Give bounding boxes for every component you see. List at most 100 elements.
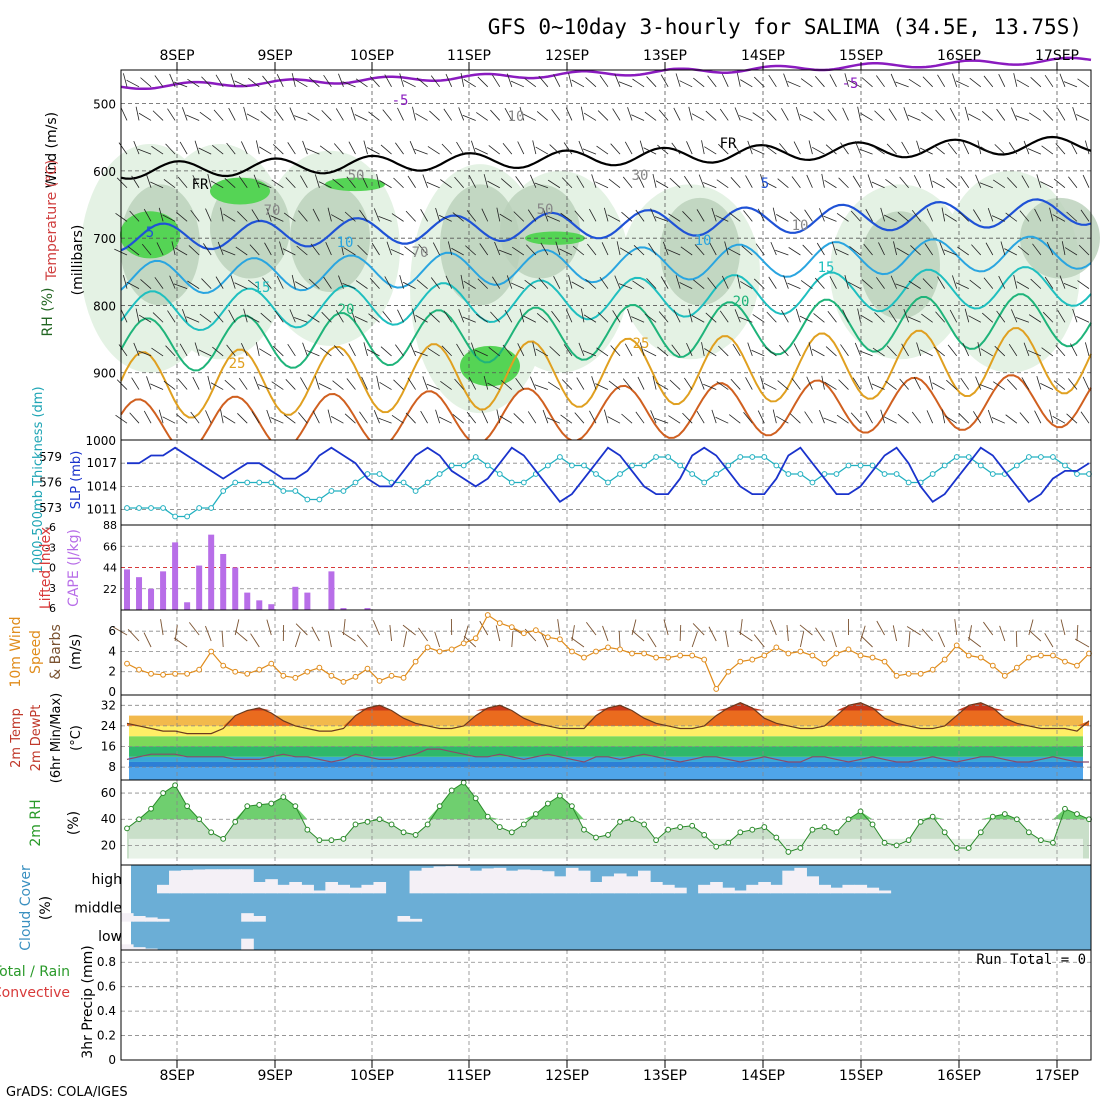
wind-barb <box>709 242 717 256</box>
wind-label-2: Speed <box>28 630 44 674</box>
wind-speed-line-point <box>124 660 130 667</box>
wind-barb <box>536 312 549 323</box>
wind-barb <box>346 176 356 188</box>
wind-barb <box>813 111 825 121</box>
temperature-contour <box>120 135 1092 180</box>
wind-barb <box>583 112 597 121</box>
rh-shade-mid <box>290 184 370 292</box>
wind-barb <box>1057 310 1066 323</box>
cloud-high-bar <box>770 884 783 894</box>
wind-barb <box>416 77 428 88</box>
wind-barb <box>708 626 717 642</box>
wind-barb <box>903 308 910 323</box>
cape-bar <box>172 542 179 610</box>
cloud-high-bar <box>505 870 519 894</box>
wind-barb <box>886 345 897 357</box>
wind-barb <box>941 207 946 222</box>
wind-barb <box>874 312 885 323</box>
wind-barb <box>691 113 705 121</box>
wind-barb <box>578 140 585 155</box>
wind-barb <box>306 148 320 155</box>
wind10m-panel <box>112 610 1092 695</box>
wind-barb <box>1004 248 1018 256</box>
wind-barb <box>631 630 645 642</box>
wind-barb <box>517 141 525 155</box>
wind-barb <box>614 275 621 289</box>
y-tick-label: 24 <box>101 719 116 733</box>
wind-barb <box>1013 73 1018 87</box>
wind-barb <box>212 144 224 155</box>
wind-barb <box>435 409 441 424</box>
wind-barb <box>246 113 260 121</box>
wind-barb <box>764 347 777 357</box>
wind-barb <box>308 76 320 88</box>
wind-barb <box>176 413 188 424</box>
wind-barb <box>772 409 777 424</box>
cloud-high-bar <box>565 867 579 894</box>
wind-barb <box>861 77 873 88</box>
wind-barb <box>633 244 645 256</box>
wind-barb <box>1084 140 1090 155</box>
cape-label: CAPE (J/kg) <box>66 529 82 607</box>
wind-barb <box>1034 410 1042 424</box>
wind-barb <box>274 310 284 323</box>
precip-label-1: Total / Rain <box>0 964 70 980</box>
wind-barb <box>585 278 597 289</box>
wind-barb <box>668 415 681 424</box>
wind-barb <box>1040 383 1054 390</box>
wind-barb <box>958 412 970 424</box>
thickness-line-point <box>713 471 720 477</box>
rh-line-point <box>953 845 960 851</box>
wind-barb <box>488 346 501 357</box>
wind-speed-line-point <box>1038 652 1044 659</box>
wind-barb <box>422 174 429 188</box>
wind-barb <box>1078 244 1090 256</box>
thickness-line-point <box>544 462 551 469</box>
thickness-line-point <box>701 479 708 486</box>
wind-barb <box>1046 242 1054 256</box>
wind-barb <box>980 348 994 357</box>
wind-barb <box>412 106 416 121</box>
wind-barb <box>657 144 669 155</box>
wind-barb <box>500 178 513 189</box>
rh-line-point <box>352 821 359 828</box>
wind-barb <box>888 310 897 323</box>
rh-line-point <box>641 821 647 828</box>
wind-barb <box>698 174 705 188</box>
cloud-middle-bar <box>409 918 423 922</box>
wind-barb <box>490 109 501 121</box>
wind-barb <box>264 242 272 256</box>
y-tick-label: 32 <box>101 698 116 712</box>
wind-barb <box>399 73 404 87</box>
temp-label-3: (6hr Min/Max) <box>49 693 64 783</box>
thickness-line-point <box>809 479 816 486</box>
wind-speed-line-point <box>184 670 191 677</box>
wind-barb <box>1070 343 1078 357</box>
rh-line-point <box>749 826 756 833</box>
wind-barb <box>686 342 693 357</box>
wind-barb <box>679 624 682 642</box>
rh-line-point <box>268 800 275 807</box>
wind-speed-line-point <box>1001 672 1008 679</box>
cape-bar <box>364 608 371 610</box>
cloud-level-label: middle <box>74 901 122 917</box>
wind-barb <box>996 310 1006 323</box>
wind-barb <box>602 625 609 642</box>
wind-barb <box>294 317 308 323</box>
wind-barb <box>1052 416 1066 424</box>
wind-barb <box>368 313 380 323</box>
wind-barb <box>578 342 585 357</box>
wind-barb <box>513 413 525 424</box>
wind-barb <box>816 242 825 256</box>
wind-barb <box>405 412 416 424</box>
wind-barb <box>249 244 260 256</box>
wind-barb <box>255 342 260 356</box>
wind-barb <box>137 350 152 357</box>
wind-barb <box>952 275 958 289</box>
wind-barb <box>719 108 729 121</box>
rh-line-point <box>304 826 311 833</box>
rh-line-point <box>376 816 383 823</box>
wind-speed-line-point <box>448 646 455 653</box>
thickness-line-point <box>689 471 696 477</box>
thickness-line-point <box>929 471 936 477</box>
